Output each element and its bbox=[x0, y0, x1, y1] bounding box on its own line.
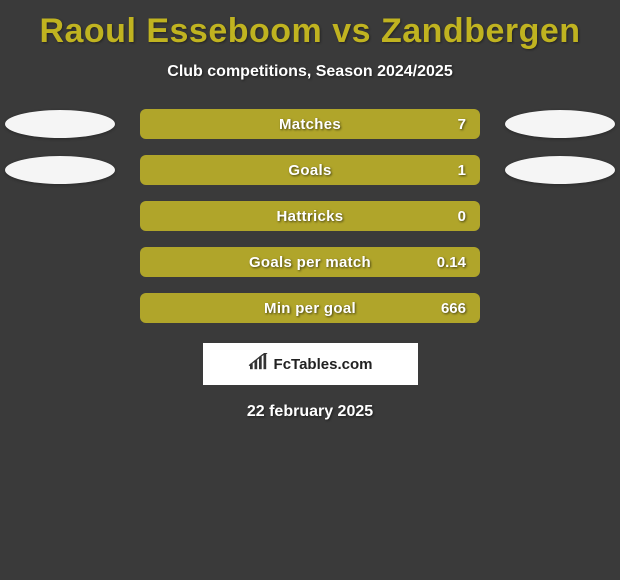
spacer bbox=[5, 202, 115, 230]
bar-chart-icon bbox=[248, 353, 270, 376]
stat-value: 0.14 bbox=[437, 254, 466, 271]
stat-bar: Min per goal 666 bbox=[140, 293, 480, 323]
stat-label: Goals per match bbox=[249, 254, 371, 271]
page-title: Raoul Esseboom vs Zandbergen bbox=[0, 0, 620, 51]
stat-bar: Goals 1 bbox=[140, 155, 480, 185]
stat-label: Goals bbox=[288, 162, 331, 179]
spacer bbox=[5, 248, 115, 276]
stat-value: 0 bbox=[458, 208, 466, 225]
attribution-text: FcTables.com bbox=[274, 356, 373, 373]
stat-value: 666 bbox=[441, 300, 466, 317]
footer-date: 22 february 2025 bbox=[0, 403, 620, 421]
stat-row: Goals per match 0.14 bbox=[0, 247, 620, 277]
player-right-ellipse bbox=[505, 110, 615, 138]
stat-value: 1 bbox=[458, 162, 466, 179]
player-left-ellipse bbox=[5, 156, 115, 184]
stat-bar: Matches 7 bbox=[140, 109, 480, 139]
stat-bar: Goals per match 0.14 bbox=[140, 247, 480, 277]
page-subtitle: Club competitions, Season 2024/2025 bbox=[0, 63, 620, 81]
stat-row: Min per goal 666 bbox=[0, 293, 620, 323]
stat-row: Matches 7 bbox=[0, 109, 620, 139]
spacer bbox=[505, 202, 615, 230]
stat-label: Hattricks bbox=[277, 208, 344, 225]
spacer bbox=[5, 294, 115, 322]
attribution-badge: FcTables.com bbox=[203, 343, 418, 385]
spacer bbox=[505, 248, 615, 276]
player-right-ellipse bbox=[505, 156, 615, 184]
stats-container: Matches 7 Goals 1 Hattricks 0 Goals per match 0… bbox=[0, 109, 620, 323]
stat-label: Min per goal bbox=[264, 300, 356, 317]
stat-bar: Hattricks 0 bbox=[140, 201, 480, 231]
stat-label: Matches bbox=[279, 116, 341, 133]
stat-row: Goals 1 bbox=[0, 155, 620, 185]
spacer bbox=[505, 294, 615, 322]
stat-row: Hattricks 0 bbox=[0, 201, 620, 231]
player-left-ellipse bbox=[5, 110, 115, 138]
stat-value: 7 bbox=[458, 116, 466, 133]
